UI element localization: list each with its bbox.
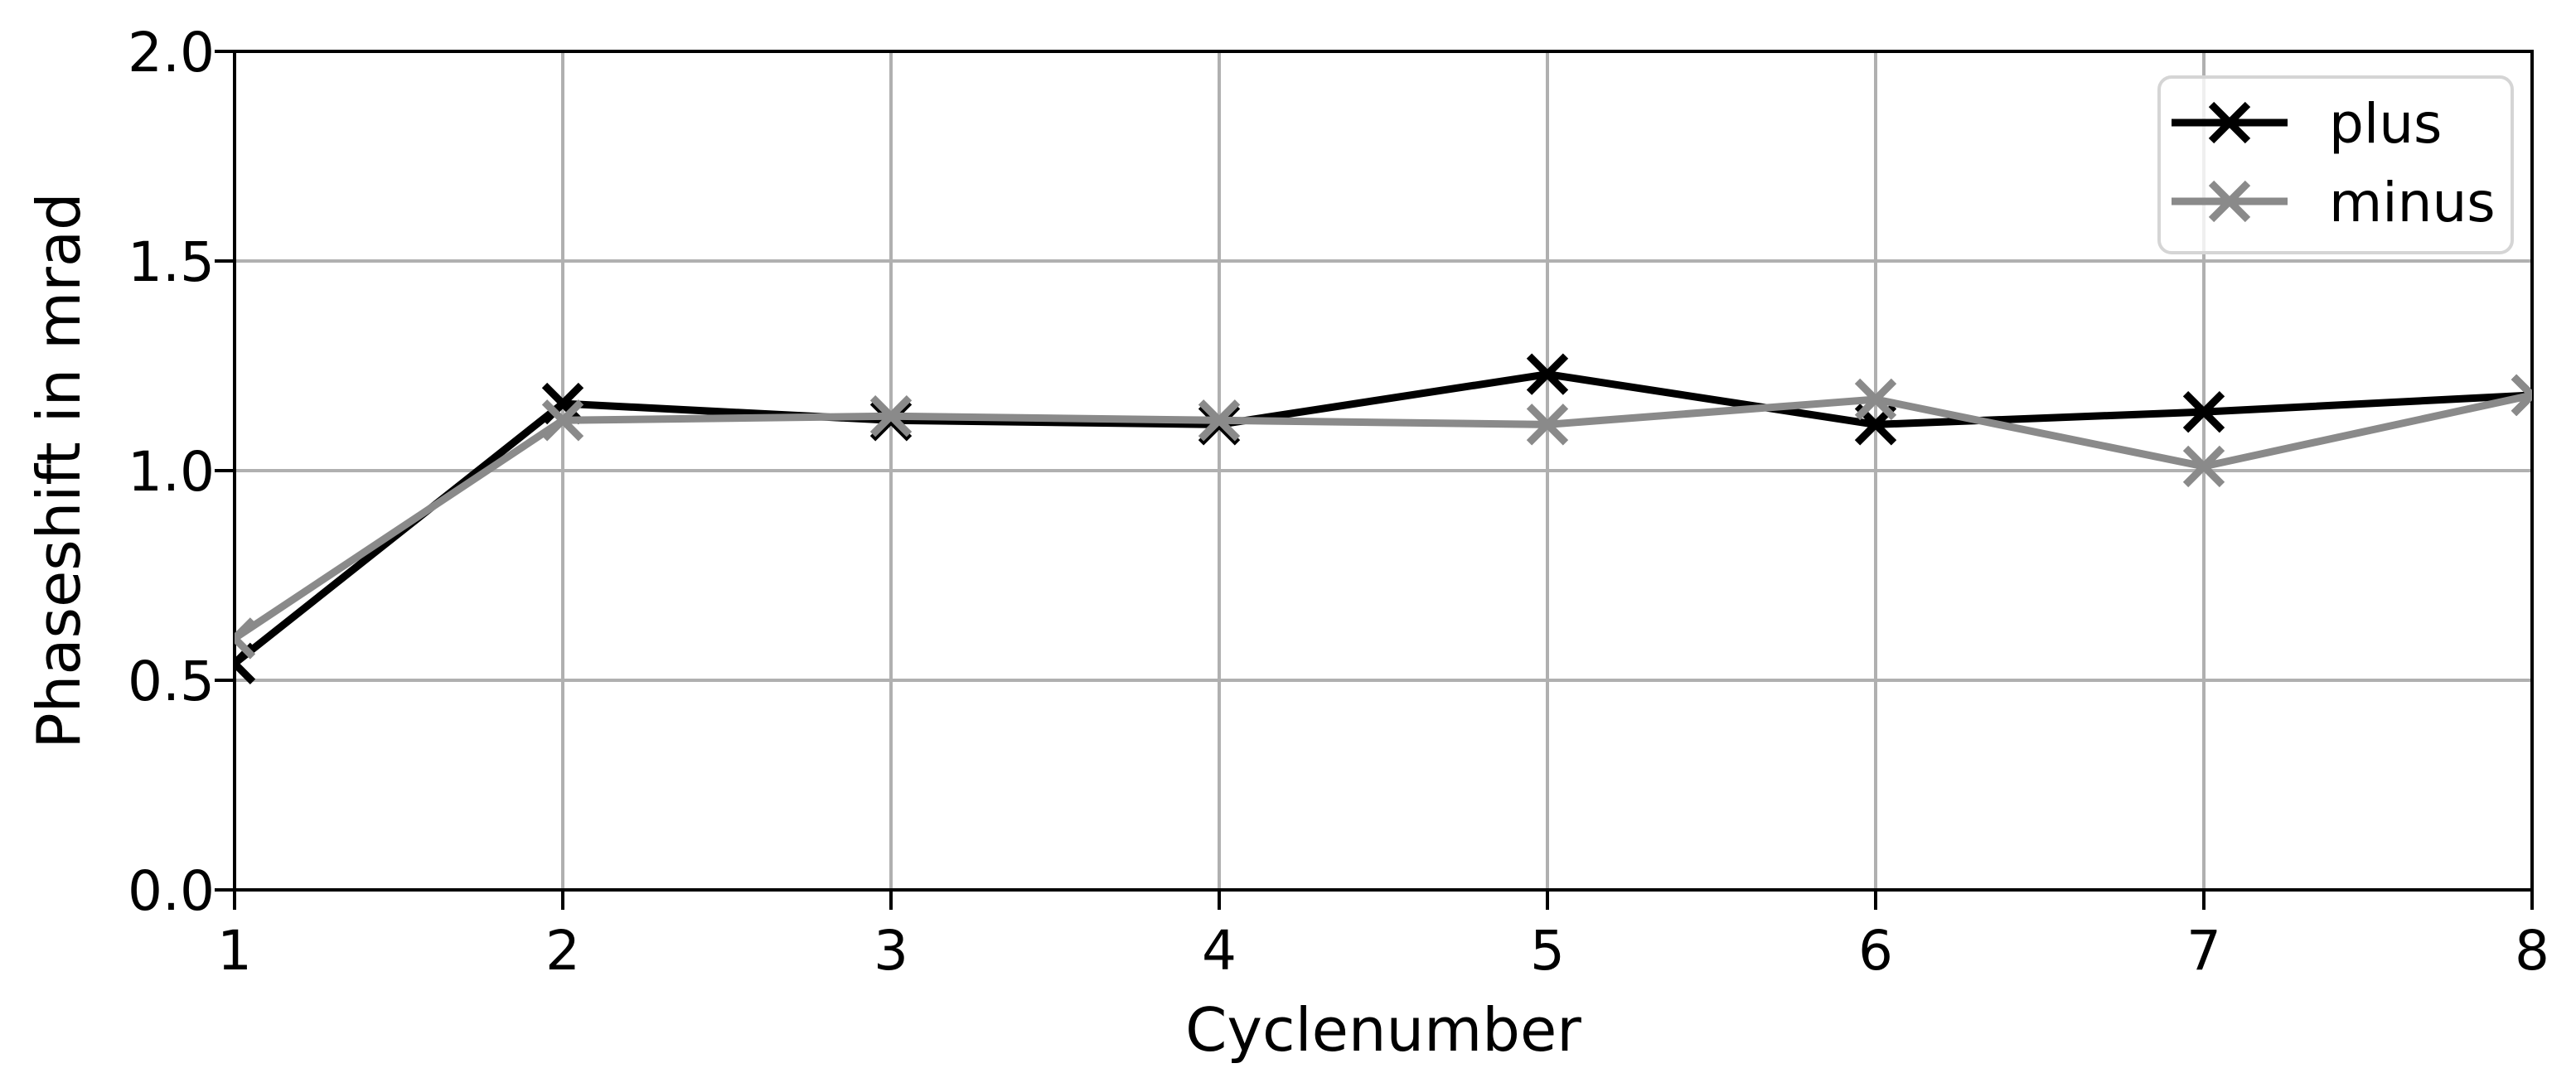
marker-x-plus [1526,353,1569,395]
x-tick-label: 8 [2515,919,2549,983]
y-tick-label: 1.5 [128,230,215,294]
marker-x-plus [2182,390,2225,433]
y-axis-label: Phaseshift in mrad [24,192,94,748]
legend-minus-label: minus [2329,171,2496,234]
series-line-minus [235,391,2532,642]
y-tick-label: 0.5 [128,650,215,713]
marker-x-minus [2511,374,2532,417]
data-series [235,353,2532,684]
x-tick-label: 4 [1202,919,1237,983]
marker-x-minus [235,617,256,660]
x-tick-label: 5 [1530,919,1565,983]
legend-plus-label: plus [2329,92,2442,156]
legend-minus-marker [2208,180,2251,223]
y-tick-label: 1.0 [128,440,215,504]
marker-x-minus [869,395,913,437]
marker-x-minus [1854,378,1897,421]
y-tick-labels: 0.0 0.5 1.0 1.5 2.0 [128,21,215,923]
series-line-plus [235,370,2532,667]
marker-x-minus [1526,404,1569,446]
legend-plus-marker [2208,101,2251,144]
x-axis-label: Cyclenumber [1185,995,1581,1065]
y-tick-label: 0.0 [128,859,215,923]
marker-x-minus [1198,399,1241,442]
axis-ticks [215,50,2534,910]
x-tick-label: 7 [2186,919,2221,983]
x-tick-label: 3 [874,919,908,983]
x-tick-label: 1 [217,919,252,983]
legend: plus minus [2157,75,2514,254]
marker-x-minus [2182,445,2225,488]
x-tick-label: 2 [545,919,580,983]
marker-x-minus [541,399,584,442]
marker-x-plus [541,382,584,425]
y-tick-label: 2.0 [128,21,215,85]
x-tick-labels: 1 2 3 4 5 6 7 8 [217,919,2549,983]
x-tick-label: 6 [1858,919,1893,983]
